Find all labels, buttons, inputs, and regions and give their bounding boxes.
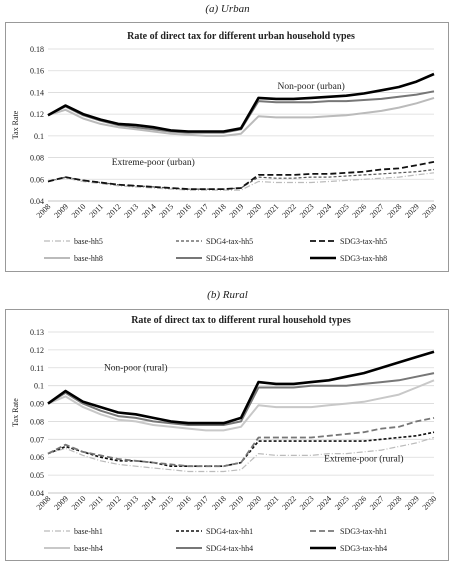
y-tick-label: 0.1 (34, 382, 44, 391)
x-tick-label: 2019 (228, 202, 246, 220)
legend-label: SDG4-tax-hh1 (206, 527, 253, 536)
y-tick-label: 0.07 (30, 435, 44, 444)
x-tick-label: 2009 (52, 494, 70, 512)
x-tick-label: 2011 (88, 202, 105, 219)
x-tick-label: 2019 (228, 494, 246, 512)
y-tick-label: 0.06 (30, 175, 44, 184)
y-tick-label: 0.04 (30, 489, 44, 498)
x-tick-label: 2025 (333, 494, 351, 512)
legend-label: base-hh4 (74, 544, 103, 553)
y-tick-label: 0.05 (30, 471, 44, 480)
x-tick-label: 2018 (210, 494, 228, 512)
y-tick-label: 0.04 (30, 197, 44, 206)
legend-label: SDG3-tax-hh4 (340, 544, 387, 553)
series-line-base-hh1 (47, 436, 435, 473)
legend-label: base-hh5 (74, 237, 103, 246)
x-tick-label: 2013 (122, 202, 140, 220)
x-tick-label: 2013 (122, 494, 140, 512)
x-tick-label: 2010 (70, 202, 88, 220)
y-tick-label: 0.08 (30, 154, 44, 163)
y-tick-label: 0.12 (30, 110, 44, 119)
x-tick-label: 2024 (315, 202, 333, 220)
x-tick-label: 2012 (105, 202, 123, 220)
x-tick-label: 2027 (368, 202, 386, 220)
series-line-SDG4-tax-hh4 (47, 372, 435, 426)
y-axis-label: Tax Rate (11, 398, 20, 427)
x-tick-label: 2020 (245, 202, 263, 220)
annotation-label: Extreme-poor (rural) (324, 454, 403, 465)
urban-tax-rate-chart: Rate of direct tax for different urban h… (11, 31, 439, 263)
x-tick-label: 2026 (351, 202, 369, 220)
x-tick-label: 2018 (210, 202, 228, 220)
series-line-base-hh5 (47, 172, 435, 191)
legend-label: base-hh8 (74, 254, 103, 263)
legend-label: SDG4-tax-hh5 (206, 237, 253, 246)
x-tick-label: 2021 (263, 494, 281, 512)
legend-label: SDG4-tax-hh4 (206, 544, 253, 553)
y-tick-label: 0.18 (30, 45, 44, 54)
series-line-SDG4-tax-hh1 (47, 431, 435, 467)
urban-chart-panel: Rate of direct tax for different urban h… (5, 22, 449, 272)
x-tick-label: 2014 (140, 202, 158, 220)
series-line-base-hh8 (47, 96, 435, 137)
legend-label: base-hh1 (74, 527, 103, 536)
legend-label: SDG3-tax-hh1 (340, 527, 387, 536)
x-tick-label: 2020 (245, 494, 263, 512)
chart-title: Rate of direct tax to different rural ho… (131, 315, 351, 326)
x-tick-label: 2016 (175, 202, 193, 220)
x-tick-label: 2029 (403, 494, 421, 512)
series-line-SDG3-tax-hh4 (47, 350, 435, 425)
legend-label: SDG4-tax-hh8 (206, 254, 253, 263)
y-tick-label: 0.14 (30, 88, 44, 97)
x-tick-label: 2010 (70, 494, 88, 512)
y-tick-label: 0.09 (30, 400, 44, 409)
x-tick-label: 2011 (88, 494, 105, 511)
x-tick-label: 2024 (315, 494, 333, 512)
y-tick-label: 0.08 (30, 417, 44, 426)
y-tick-label: 0.11 (30, 364, 44, 373)
x-tick-label: 2026 (351, 494, 369, 512)
caption-urban: (a) Urban (205, 3, 250, 15)
y-axis-label: Tax Rate (11, 110, 20, 139)
x-tick-label: 2028 (386, 202, 404, 220)
y-tick-label: 0.16 (30, 67, 44, 76)
series-line-SDG3-tax-hh5 (47, 161, 435, 191)
x-tick-label: 2017 (193, 494, 211, 512)
x-tick-label: 2021 (263, 202, 281, 220)
chart-title: Rate of direct tax for different urban h… (127, 31, 355, 42)
y-tick-label: 0.13 (30, 328, 44, 337)
x-tick-label: 2023 (298, 202, 316, 220)
x-tick-label: 2027 (368, 494, 386, 512)
legend-label: SDG3-tax-hh8 (340, 254, 387, 263)
x-tick-label: 2016 (175, 494, 193, 512)
x-tick-label: 2009 (52, 202, 70, 220)
x-tick-label: 2030 (421, 494, 439, 512)
x-tick-label: 2022 (280, 494, 298, 512)
rural-tax-rate-chart: Rate of direct tax to different rural ho… (11, 315, 439, 553)
series-line-base-hh4 (47, 379, 435, 432)
annotation-label: Non-poor (rural) (104, 362, 168, 373)
series-line-SDG3-tax-hh8 (47, 72, 435, 133)
x-tick-label: 2017 (193, 202, 211, 220)
annotation-label: Non-poor (urban) (278, 81, 345, 92)
x-tick-label: 2023 (298, 494, 316, 512)
x-tick-label: 2025 (333, 202, 351, 220)
legend-label: SDG3-tax-hh5 (340, 237, 387, 246)
caption-rural: (b) Rural (207, 289, 248, 301)
x-tick-label: 2029 (403, 202, 421, 220)
x-tick-label: 2030 (421, 202, 439, 220)
y-tick-label: 0.1 (34, 132, 44, 141)
x-tick-label: 2028 (386, 494, 404, 512)
x-tick-label: 2022 (280, 202, 298, 220)
rural-chart-panel: Rate of direct tax to different rural ho… (5, 309, 449, 561)
annotation-label: Extreme-poor (urban) (112, 157, 195, 168)
x-tick-label: 2014 (140, 494, 158, 512)
x-tick-label: 2015 (158, 202, 176, 220)
x-tick-label: 2015 (158, 494, 176, 512)
y-tick-label: 0.06 (30, 453, 44, 462)
y-tick-label: 0.12 (30, 346, 44, 355)
x-tick-label: 2012 (105, 494, 123, 512)
series-line-SDG3-tax-hh1 (47, 417, 435, 468)
